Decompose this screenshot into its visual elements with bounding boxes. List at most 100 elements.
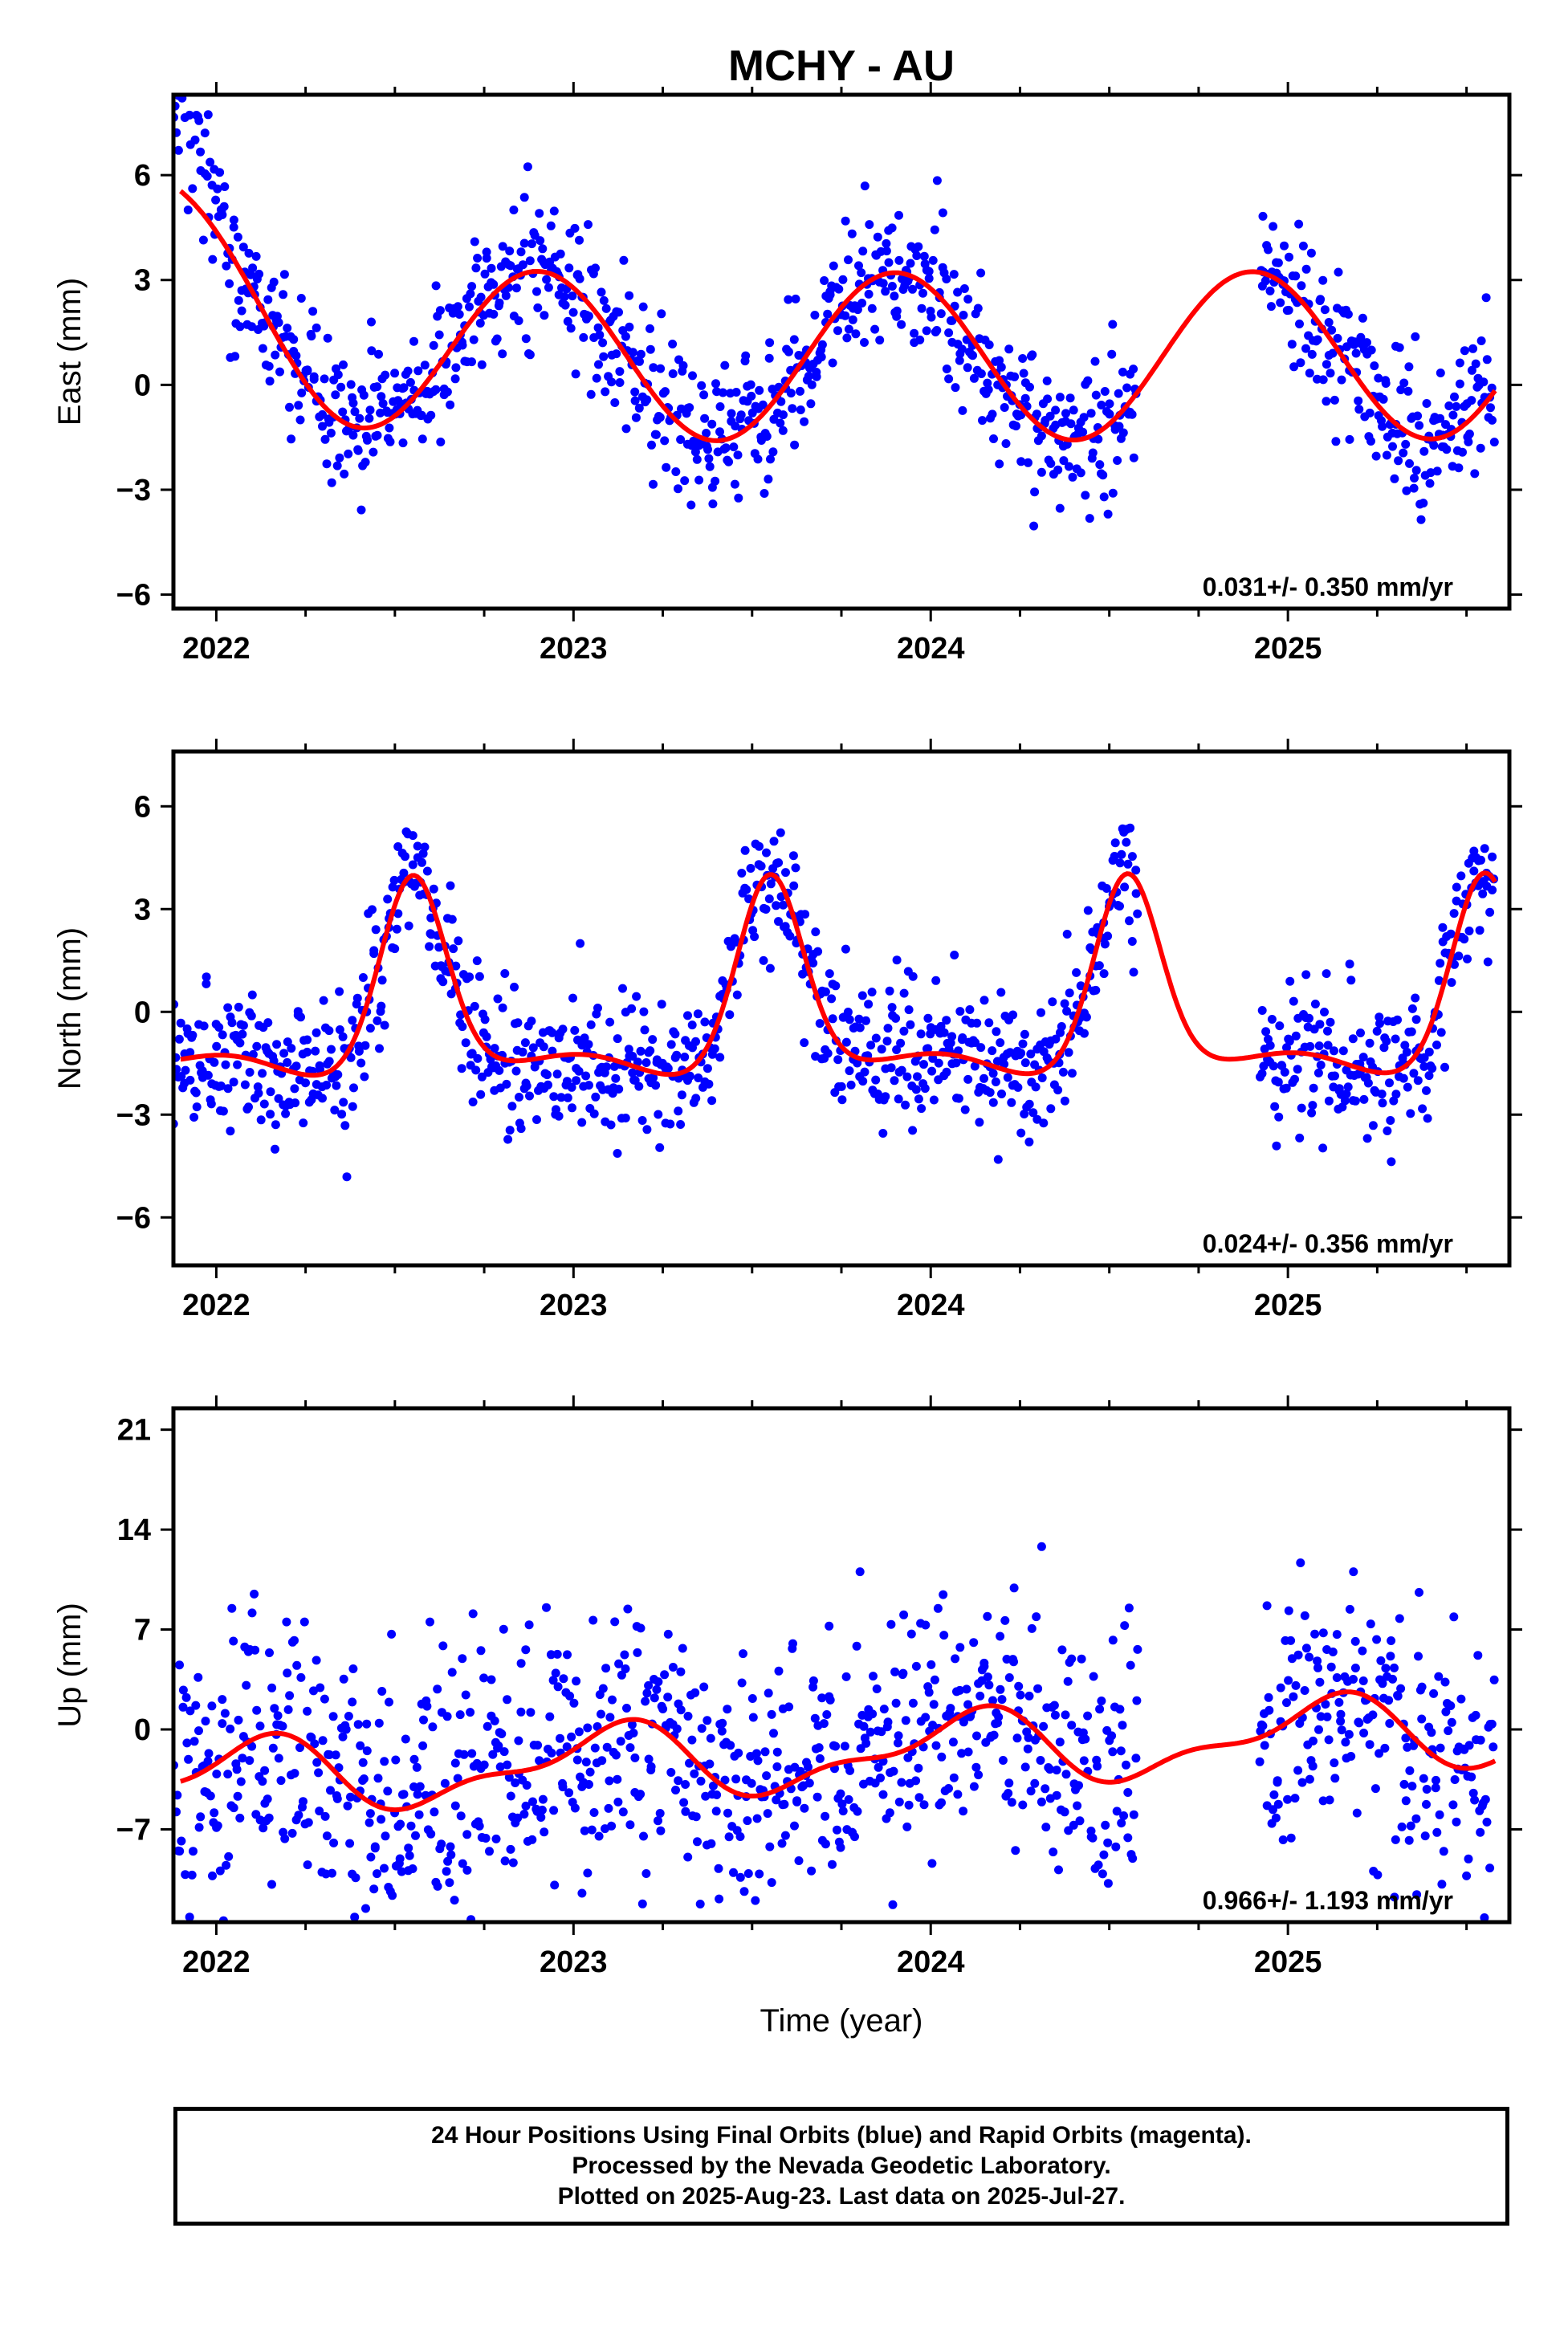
data-point [1016,1128,1026,1138]
data-point [955,1007,965,1016]
data-point [681,1780,690,1789]
data-point [914,1793,924,1802]
data-point [657,1000,666,1009]
data-point [877,1727,886,1737]
data-point [1411,332,1420,341]
data-point [646,1762,656,1771]
data-point [976,369,986,378]
data-point [988,1098,998,1107]
data-point [471,263,481,273]
data-point [207,1701,217,1711]
data-point [381,370,390,380]
data-point [683,1011,692,1020]
data-point [892,1045,902,1054]
data-point [654,1677,663,1687]
data-point [480,269,490,279]
data-point [549,206,559,216]
data-point [1105,399,1114,409]
data-point [1258,1721,1268,1730]
data-point [951,1654,960,1664]
data-point [248,263,258,273]
data-point [278,1721,287,1731]
data-point [235,1038,245,1048]
data-point [188,1030,198,1040]
data-point [483,1721,492,1731]
data-point [618,1807,628,1817]
data-point [318,1736,328,1745]
data-point [1041,1784,1050,1794]
data-point [1107,349,1117,359]
data-point [477,1072,487,1081]
data-point [1419,446,1429,456]
data-point [369,1884,379,1894]
data-point [271,1120,280,1130]
data-point [911,1085,921,1094]
data-point [551,1668,560,1678]
data-point [762,848,771,857]
data-point [568,1103,576,1113]
data-point [434,330,444,340]
data-point [630,387,640,397]
data-point [820,276,829,285]
data-point [1095,460,1105,470]
data-point [1266,302,1276,312]
data-point [1310,1629,1320,1639]
data-point [178,1685,188,1695]
data-point [1318,1143,1328,1153]
data-point [996,988,1006,997]
data-point [380,1757,389,1766]
data-point [1322,1712,1332,1721]
data-point [450,1758,460,1768]
data-point [569,1698,579,1708]
data-point [924,267,934,276]
data-point [791,863,800,873]
data-point [1018,1039,1028,1049]
data-point [535,209,544,218]
footer-line-2: Processed by the Nevada Geodetic Laborat… [572,2153,1111,2179]
data-point [438,1641,448,1651]
data-point [440,1778,450,1788]
data-point [870,324,880,334]
data-point [634,403,644,413]
data-point [1368,1710,1378,1720]
data-point [700,1017,710,1027]
data-point [855,1567,865,1577]
data-point [1067,1654,1077,1664]
x-tick-label: 2023 [540,632,608,666]
data-point [937,1752,947,1762]
data-point [1113,456,1122,465]
data-point [699,1682,709,1692]
data-point [1296,358,1305,368]
data-point [786,389,796,398]
data-point [185,110,194,120]
data-point [303,1818,313,1827]
data-point [327,478,336,487]
data-point [791,294,800,303]
data-point [963,1074,973,1084]
data-point [539,1042,548,1052]
data-point [637,1899,647,1908]
data-point [637,1116,647,1125]
data-point [948,1737,958,1747]
data-point [841,944,850,954]
data-point [589,1109,599,1118]
data-point [1378,1098,1387,1108]
data-point [616,1737,625,1746]
data-point [319,996,328,1005]
x-tick-label: 2025 [1254,1289,1322,1322]
data-point [1077,1654,1086,1664]
data-point [420,360,430,370]
data-point [1489,438,1499,447]
data-point [1402,1047,1411,1057]
data-point [544,283,553,292]
data-point [764,353,774,363]
data-point [1418,1104,1427,1114]
data-point [279,270,289,279]
data-point [1381,1664,1391,1673]
data-point [446,1842,455,1851]
data-point [198,235,208,245]
data-point [248,1049,258,1059]
data-point [510,982,519,992]
data-point [1004,1778,1014,1788]
data-point [984,1018,994,1028]
